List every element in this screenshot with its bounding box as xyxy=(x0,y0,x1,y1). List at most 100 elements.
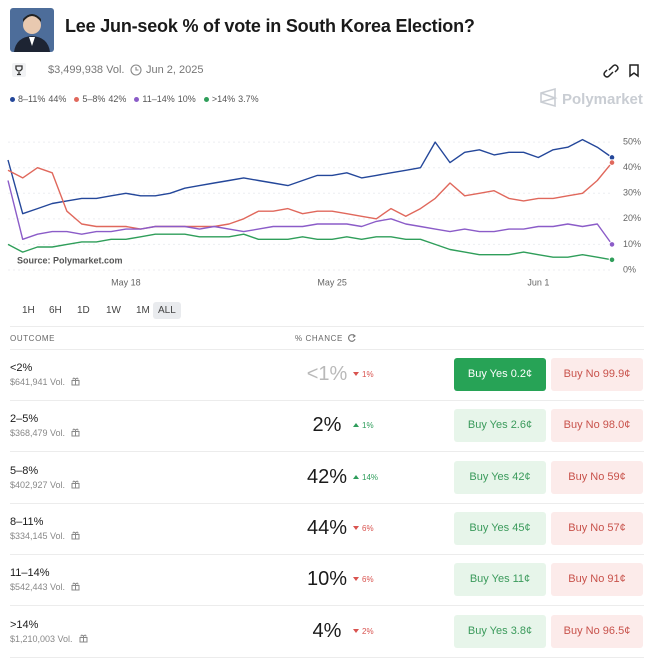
legend-value: 42% xyxy=(108,94,127,104)
x-tick-label: Jun 1 xyxy=(527,277,549,287)
legend-value: 10% xyxy=(177,94,196,104)
chance-change: 14% xyxy=(353,473,378,482)
outcome-name: <2% xyxy=(10,362,33,374)
y-tick-label: 50% xyxy=(623,136,641,146)
legend-swatch xyxy=(134,97,140,103)
reward-icon xyxy=(79,634,88,642)
outcome-volume: $1,210,003 Vol. xyxy=(10,634,88,644)
outcome-name: 5–8% xyxy=(10,464,39,477)
chance-value: <1% xyxy=(306,363,348,385)
change-value: 6% xyxy=(362,575,374,585)
buy-yes-button[interactable]: Buy Yes 11¢ xyxy=(454,563,546,597)
plot-area: 0% 10% 20% 30% 40% 50% May 18 May 25 Jun 1 xyxy=(7,136,641,287)
buy-no-button[interactable]: Buy No 59¢ xyxy=(551,460,643,494)
series-line xyxy=(7,233,613,261)
buy-yes-button[interactable]: Buy Yes 42¢ xyxy=(454,460,546,494)
change-arrow xyxy=(353,372,359,376)
bookmark-icon[interactable] xyxy=(629,64,639,78)
outcome-volume: $334,145 Vol. xyxy=(10,531,80,541)
legend-swatch xyxy=(203,97,209,103)
series-line xyxy=(7,138,613,215)
market-title: Lee Jun-seok % of vote in South Korea El… xyxy=(65,16,475,36)
change-value: 14% xyxy=(362,472,379,482)
buy-no-button[interactable]: Buy No 96.5¢ xyxy=(551,614,643,648)
outcome-row: 11–14% $542,443 Vol. 10% 6% Buy Yes 11¢ Buy N… xyxy=(0,555,660,607)
refresh-icon[interactable] xyxy=(347,333,357,343)
series-line xyxy=(7,162,613,230)
y-tick-label: 30% xyxy=(623,188,641,198)
divider xyxy=(10,349,644,350)
brand-name: Polymarket xyxy=(562,91,643,108)
change-value: 6% xyxy=(362,523,374,533)
change-arrow xyxy=(353,474,359,479)
reward-icon xyxy=(71,480,80,489)
chance-change: 6% xyxy=(353,524,374,533)
x-tick-label: May 18 xyxy=(111,277,141,287)
column-header: OUTCOME xyxy=(10,334,56,343)
y-tick-label: 0% xyxy=(623,264,636,274)
chance-value: 2% xyxy=(312,414,342,437)
avatar xyxy=(10,8,54,52)
link-icon[interactable] xyxy=(603,64,619,78)
legend-value: 3.7% xyxy=(238,94,259,104)
source-note: Source: Polymarket.com xyxy=(17,255,123,265)
chance-value: 42% xyxy=(306,465,348,488)
legend-item: 5–8% 42% xyxy=(74,94,126,104)
outcome-name: >14% xyxy=(10,618,39,631)
row-divider xyxy=(10,553,644,555)
reward-icon xyxy=(71,531,80,540)
outcome-row: 8–11% $334,145 Vol. 44% 6% Buy Yes 45¢ Buy No… xyxy=(0,504,660,555)
legend-label: 5–8% xyxy=(82,94,106,104)
chance-change: 6% xyxy=(353,575,374,584)
column-header: % CHANCE xyxy=(295,334,343,343)
buy-yes-button[interactable]: Buy Yes 45¢ xyxy=(454,511,546,545)
outcome-volume: $542,443 Vol. xyxy=(10,582,80,592)
y-tick-label: 10% xyxy=(623,239,641,249)
timeframe-button[interactable]: ALL xyxy=(153,302,181,319)
clock-icon xyxy=(130,64,142,76)
outcome-volume: $402,927 Vol. xyxy=(10,480,80,490)
total-volume: $3,499,938 Vol. xyxy=(48,64,125,76)
row-divider xyxy=(10,451,644,453)
buy-yes-button[interactable]: Buy Yes 3.8¢ xyxy=(454,614,546,648)
row-divider xyxy=(10,400,644,401)
end-point xyxy=(608,241,616,248)
buy-no-button[interactable]: Buy No 99.9¢ xyxy=(551,358,643,391)
end-date: Jun 2, 2025 xyxy=(146,64,204,76)
chance-value: 4% xyxy=(312,619,342,642)
outcome-name: 11–14% xyxy=(10,567,50,580)
timeframe-button[interactable]: 1D xyxy=(77,305,90,316)
change-arrow xyxy=(353,525,359,530)
outcome-volume: $641,941 Vol. xyxy=(10,377,80,387)
x-tick-label: May 25 xyxy=(317,277,347,287)
chance-change: 1% xyxy=(353,421,374,430)
chance-change: 2% xyxy=(353,627,374,636)
buy-no-button[interactable]: Buy No 91¢ xyxy=(551,563,643,597)
legend-value: 44% xyxy=(48,94,67,104)
chance-value: 44% xyxy=(306,516,348,539)
legend-swatch xyxy=(74,97,80,103)
buy-yes-button[interactable]: Buy Yes 0.2¢ xyxy=(454,358,546,391)
buy-yes-button[interactable]: Buy Yes 2.6¢ xyxy=(454,409,546,443)
timeframe-button[interactable]: 1M xyxy=(136,305,150,316)
legend-item: >14% 3.7% xyxy=(203,94,259,104)
change-value: 2% xyxy=(362,626,374,636)
timeframe-button[interactable]: 1W xyxy=(106,305,121,316)
reward-icon xyxy=(71,428,80,437)
legend-label: 8–11% xyxy=(18,94,46,104)
timeframe-button[interactable]: 1H xyxy=(22,305,35,316)
end-point xyxy=(608,159,616,166)
reward-icon xyxy=(71,582,80,591)
y-tick-label: 20% xyxy=(623,213,641,223)
outcome-name: 8–11% xyxy=(10,515,44,528)
outcome-row: 5–8% $402,927 Vol. 42% 14% Buy Yes 42¢ Buy No… xyxy=(0,453,660,504)
buy-no-button[interactable]: Buy No 98.0¢ xyxy=(551,409,643,443)
timeframe-button[interactable]: 6H xyxy=(49,305,62,316)
chance-change: 1% xyxy=(353,370,374,379)
legend-item: 11–14% 10% xyxy=(134,94,196,104)
change-arrow xyxy=(353,577,359,582)
row-divider xyxy=(10,656,644,658)
outcome-row: <2% $641,941 Vol. <1% 1% Buy Yes 0.2¢ Buy No … xyxy=(0,350,660,401)
buy-no-button[interactable]: Buy No 57¢ xyxy=(551,511,643,545)
